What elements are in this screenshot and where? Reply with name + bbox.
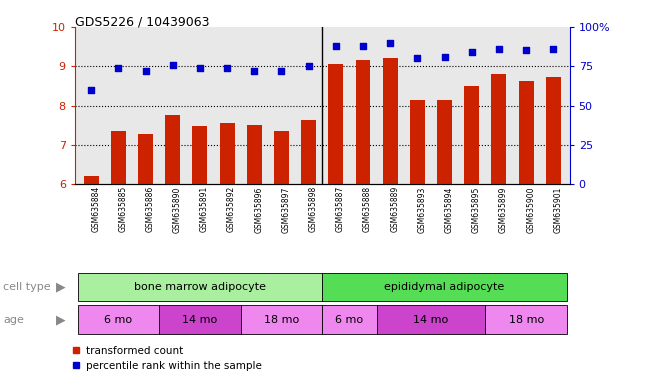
Text: GSM635900: GSM635900 <box>526 186 535 233</box>
Text: GSM635897: GSM635897 <box>281 186 290 233</box>
Text: GSM635901: GSM635901 <box>553 186 562 233</box>
Text: GSM635888: GSM635888 <box>363 186 372 232</box>
Point <box>113 65 124 71</box>
Point <box>222 65 232 71</box>
Text: GSM635886: GSM635886 <box>146 186 154 232</box>
Text: 6 mo: 6 mo <box>104 314 132 325</box>
Text: GSM635890: GSM635890 <box>173 186 182 233</box>
Point <box>167 61 178 68</box>
Point <box>358 43 368 49</box>
Point <box>412 55 422 61</box>
Bar <box>77 305 159 334</box>
Point <box>548 46 559 52</box>
Bar <box>383 58 398 184</box>
Text: GSM635885: GSM635885 <box>118 186 128 232</box>
Text: cell type: cell type <box>3 282 51 292</box>
Text: GSM635898: GSM635898 <box>309 186 318 232</box>
Bar <box>247 125 262 184</box>
Bar <box>84 177 99 184</box>
Bar <box>301 120 316 184</box>
Text: GSM635889: GSM635889 <box>390 186 399 232</box>
Bar <box>193 126 208 184</box>
Bar <box>546 77 561 184</box>
Text: GSM635899: GSM635899 <box>499 186 508 233</box>
Bar <box>322 273 567 301</box>
Text: bone marrow adipocyte: bone marrow adipocyte <box>134 282 266 292</box>
Bar <box>111 131 126 184</box>
Bar <box>464 86 479 184</box>
Text: 18 mo: 18 mo <box>508 314 544 325</box>
Point <box>276 68 286 74</box>
Point <box>439 54 450 60</box>
Bar <box>77 273 322 301</box>
Point <box>303 63 314 70</box>
Bar <box>159 305 241 334</box>
Bar <box>322 305 377 334</box>
Text: GSM635895: GSM635895 <box>472 186 480 233</box>
Point <box>521 47 531 53</box>
Text: epididymal adipocyte: epididymal adipocyte <box>385 282 505 292</box>
Point <box>385 40 395 46</box>
Text: GSM635884: GSM635884 <box>91 186 100 232</box>
Text: GSM635892: GSM635892 <box>227 186 236 232</box>
Point <box>467 49 477 55</box>
Bar <box>165 116 180 184</box>
Text: ▶: ▶ <box>55 281 65 293</box>
Text: 6 mo: 6 mo <box>335 314 363 325</box>
Text: age: age <box>3 314 24 325</box>
Bar <box>437 100 452 184</box>
Point <box>249 68 260 74</box>
Legend: transformed count, percentile rank within the sample: transformed count, percentile rank withi… <box>67 341 266 375</box>
Text: GSM635896: GSM635896 <box>255 186 263 233</box>
Bar <box>274 131 289 184</box>
Text: 14 mo: 14 mo <box>413 314 449 325</box>
Text: 18 mo: 18 mo <box>264 314 299 325</box>
Bar <box>377 305 486 334</box>
Bar <box>486 305 567 334</box>
Text: 14 mo: 14 mo <box>182 314 217 325</box>
Point <box>493 46 504 52</box>
Bar <box>410 100 425 184</box>
Point <box>86 87 96 93</box>
Text: GDS5226 / 10439063: GDS5226 / 10439063 <box>75 15 210 28</box>
Text: ▶: ▶ <box>55 313 65 326</box>
Bar <box>219 123 234 184</box>
Text: GSM635887: GSM635887 <box>336 186 345 232</box>
Point <box>331 43 341 49</box>
Bar <box>355 60 370 184</box>
Text: GSM635894: GSM635894 <box>445 186 454 233</box>
Bar <box>492 74 506 184</box>
Text: GSM635891: GSM635891 <box>200 186 209 232</box>
Bar <box>519 81 534 184</box>
Point <box>141 68 151 74</box>
Text: GSM635893: GSM635893 <box>417 186 426 233</box>
Bar <box>328 64 343 184</box>
Point <box>195 65 205 71</box>
Bar <box>138 134 153 184</box>
Bar <box>241 305 322 334</box>
